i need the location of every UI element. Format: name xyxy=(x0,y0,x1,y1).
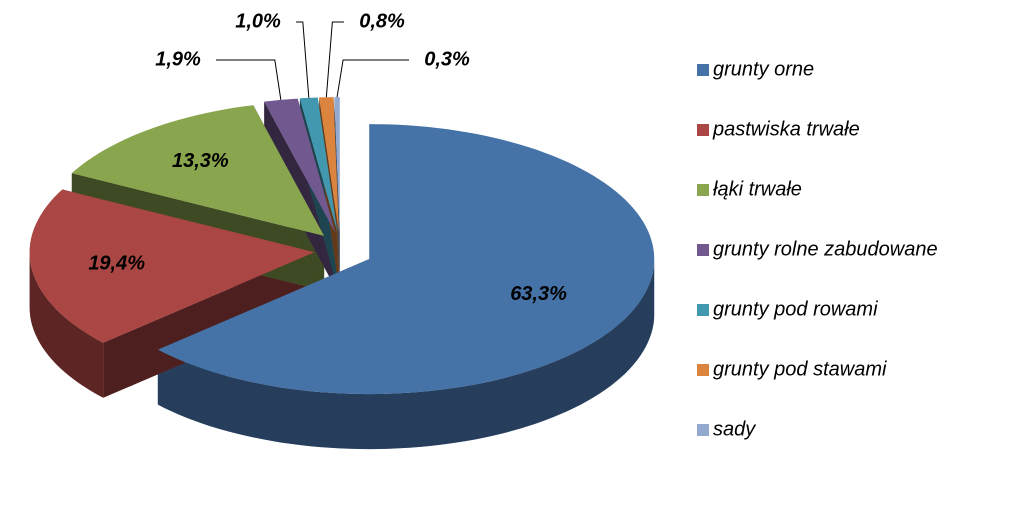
slice-side xyxy=(157,259,655,450)
leader-line xyxy=(296,21,310,98)
legend-swatch xyxy=(697,64,709,76)
legend-label: grunty orne xyxy=(713,58,814,80)
legend-label: grunty pod stawami xyxy=(713,358,887,380)
legend-swatch xyxy=(697,304,709,316)
data-label: 19,4% xyxy=(88,252,145,274)
data-label: 0,3% xyxy=(424,48,470,70)
legend-swatch xyxy=(697,184,709,196)
legend-swatch xyxy=(697,124,709,136)
slice xyxy=(157,124,655,395)
slice xyxy=(29,189,315,343)
data-label: 63,3% xyxy=(510,283,567,305)
legend-label: pastwiska trwałe xyxy=(712,118,860,140)
legend-label: sady xyxy=(713,418,756,440)
slice xyxy=(334,97,340,233)
slice-shade xyxy=(29,252,104,398)
slice xyxy=(71,105,325,236)
data-label: 1,0% xyxy=(235,10,281,32)
legend-swatch xyxy=(697,364,709,376)
slice-shade xyxy=(157,259,655,450)
data-label: 1,9% xyxy=(155,48,201,70)
slice-side xyxy=(29,252,104,398)
leader-line xyxy=(336,59,409,98)
slice xyxy=(299,97,338,233)
legend-label: grunty rolne zabudowane xyxy=(713,238,938,260)
legend-label: łąki trwałe xyxy=(713,178,802,200)
slice xyxy=(264,98,336,233)
leader-line xyxy=(216,59,282,100)
slice xyxy=(319,97,339,233)
legend-swatch xyxy=(697,244,709,256)
legend-swatch xyxy=(697,424,709,436)
legend-label: grunty pod rowami xyxy=(713,298,878,320)
data-label: 13,3% xyxy=(172,150,229,172)
data-label: 0,8% xyxy=(359,10,405,32)
leader-line xyxy=(325,21,344,98)
